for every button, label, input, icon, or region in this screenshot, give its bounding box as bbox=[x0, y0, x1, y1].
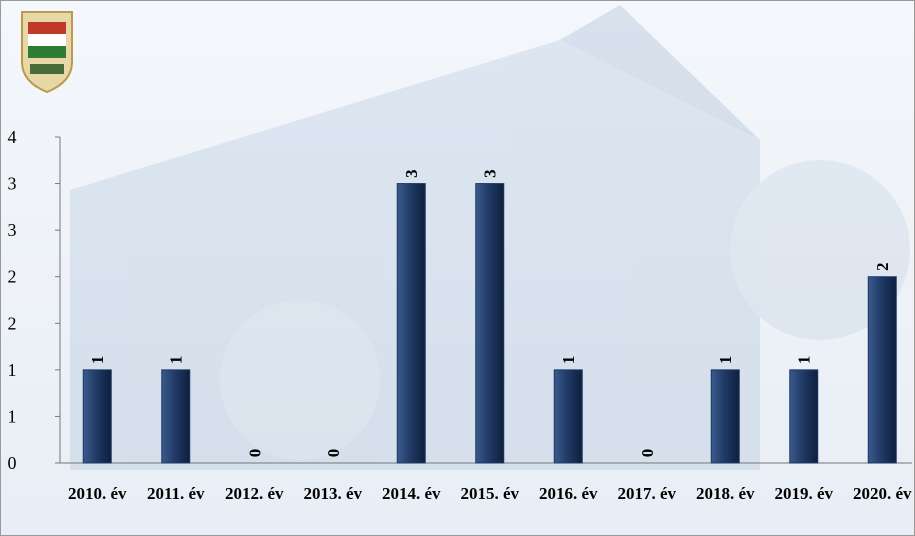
bar bbox=[162, 370, 190, 463]
data-label: 0 bbox=[324, 449, 343, 458]
y-tick-label: 0 bbox=[8, 453, 17, 473]
bar bbox=[397, 184, 425, 463]
x-tick-label: 2019. év bbox=[774, 482, 834, 505]
bar bbox=[476, 184, 504, 463]
logo bbox=[22, 12, 72, 92]
bar bbox=[790, 370, 818, 463]
x-tick-label: 2017. év bbox=[617, 482, 677, 505]
bar bbox=[868, 277, 896, 463]
y-tick-label: 4 bbox=[8, 127, 17, 147]
data-label: 3 bbox=[402, 169, 421, 178]
x-tick-label: 2012. év bbox=[224, 482, 284, 505]
data-label: 1 bbox=[559, 356, 578, 365]
y-tick-label: 1 bbox=[8, 406, 17, 426]
bar bbox=[711, 370, 739, 463]
x-tick-label: 2013. év bbox=[303, 482, 363, 505]
chart: 0 1 1 2 2 3 3 4 1 1 0 0 3 3 1 0 1 1 2 2010. év 2011. év 2012… bbox=[0, 0, 915, 536]
x-tick-label: 2011. év bbox=[146, 482, 206, 505]
x-tick-label: 2018. év bbox=[695, 482, 755, 505]
data-label: 0 bbox=[638, 449, 657, 458]
data-label: 2 bbox=[873, 262, 892, 271]
x-tick-label: 2010. év bbox=[67, 482, 127, 505]
chart-canvas: 0 1 1 2 2 3 3 4 1 1 0 0 3 3 1 0 1 1 2 bbox=[0, 0, 915, 536]
data-label: 3 bbox=[481, 169, 500, 178]
x-tick-label: 2014. év bbox=[381, 482, 441, 505]
y-tick-label: 3 bbox=[8, 174, 17, 194]
data-label: 1 bbox=[167, 356, 186, 365]
y-tick-label: 2 bbox=[8, 267, 17, 287]
y-tick-label: 2 bbox=[8, 313, 17, 333]
data-label: 1 bbox=[88, 356, 107, 365]
bar bbox=[554, 370, 582, 463]
x-tick-label: 2015. év bbox=[460, 482, 520, 505]
y-tick-label: 3 bbox=[8, 220, 17, 240]
x-tick-label: 2020. év bbox=[852, 482, 912, 505]
data-label: 0 bbox=[245, 449, 264, 458]
bar bbox=[83, 370, 111, 463]
y-tick-label: 1 bbox=[8, 360, 17, 380]
data-label: 1 bbox=[716, 356, 735, 365]
data-label: 1 bbox=[795, 356, 814, 365]
x-tick-label: 2016. év bbox=[538, 482, 598, 505]
